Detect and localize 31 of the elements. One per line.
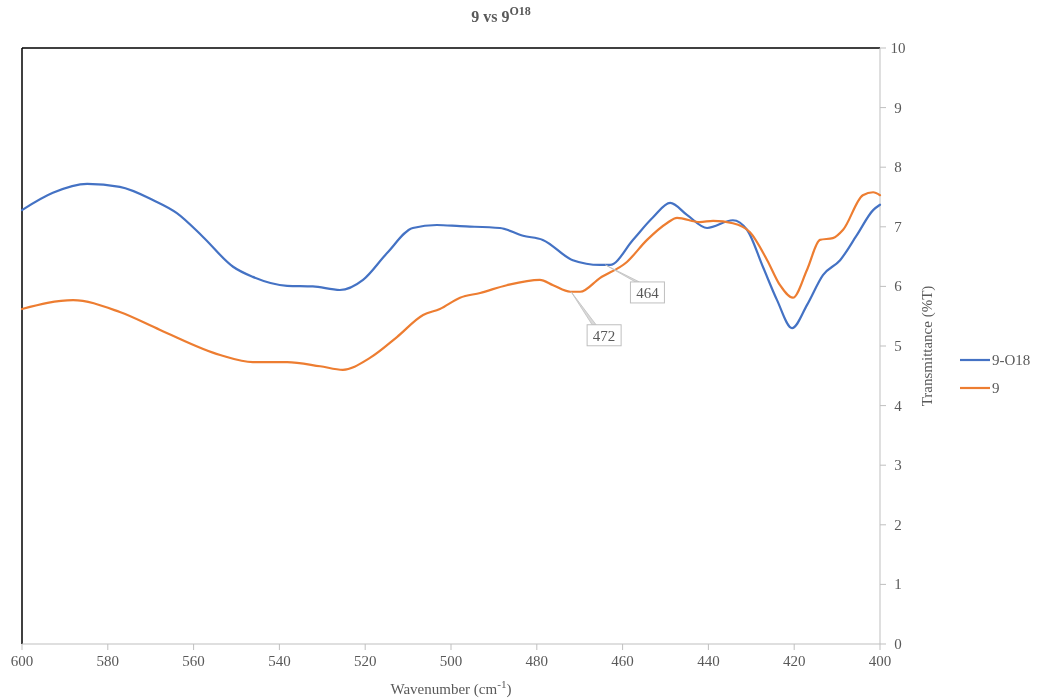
- y-axis-title: Transmittance (%T): [919, 285, 936, 407]
- chart-title: 9 vs 9$^{O18}$: [471, 4, 531, 25]
- x-tick-label: 460: [611, 653, 634, 669]
- legend-label: 9-O18: [992, 352, 1031, 368]
- line-series: [20, 182, 882, 330]
- x-tick-label: 580: [96, 653, 120, 669]
- x-tick-label: 400: [868, 653, 892, 669]
- y-tick-label: 8: [894, 159, 902, 176]
- line-series: [20, 191, 882, 371]
- y-tick-label: 0: [894, 636, 902, 652]
- x-tick-label: 560: [182, 653, 205, 669]
- y-tick-label: 5: [894, 338, 902, 354]
- x-tick-label: 420: [782, 653, 806, 669]
- y-tick-label: 1: [894, 576, 902, 593]
- legend-label: 9: [992, 380, 1000, 396]
- x-tick-label: 520: [353, 653, 377, 669]
- x-tick-label: 440: [697, 653, 720, 669]
- x-tick-label: 480: [525, 653, 549, 669]
- y-tick-label: 10: [890, 40, 906, 56]
- y-tick-label: 4: [894, 397, 903, 414]
- x-tick-label: 540: [268, 653, 291, 669]
- y-tick-label: 9: [894, 99, 902, 116]
- y-tick-label: 2: [894, 516, 902, 533]
- annotation: 472: [592, 327, 616, 344]
- y-tick-label: 6: [894, 278, 903, 295]
- x-tick-label: 500: [439, 653, 463, 669]
- x-axis-title: Wavenumber (cm$^{-1}$): [390, 678, 512, 698]
- annotation: 464: [636, 284, 660, 301]
- y-tick-label: 7: [894, 218, 903, 235]
- x-tick-label: 600: [10, 653, 34, 669]
- y-tick-label: 3: [894, 457, 902, 474]
